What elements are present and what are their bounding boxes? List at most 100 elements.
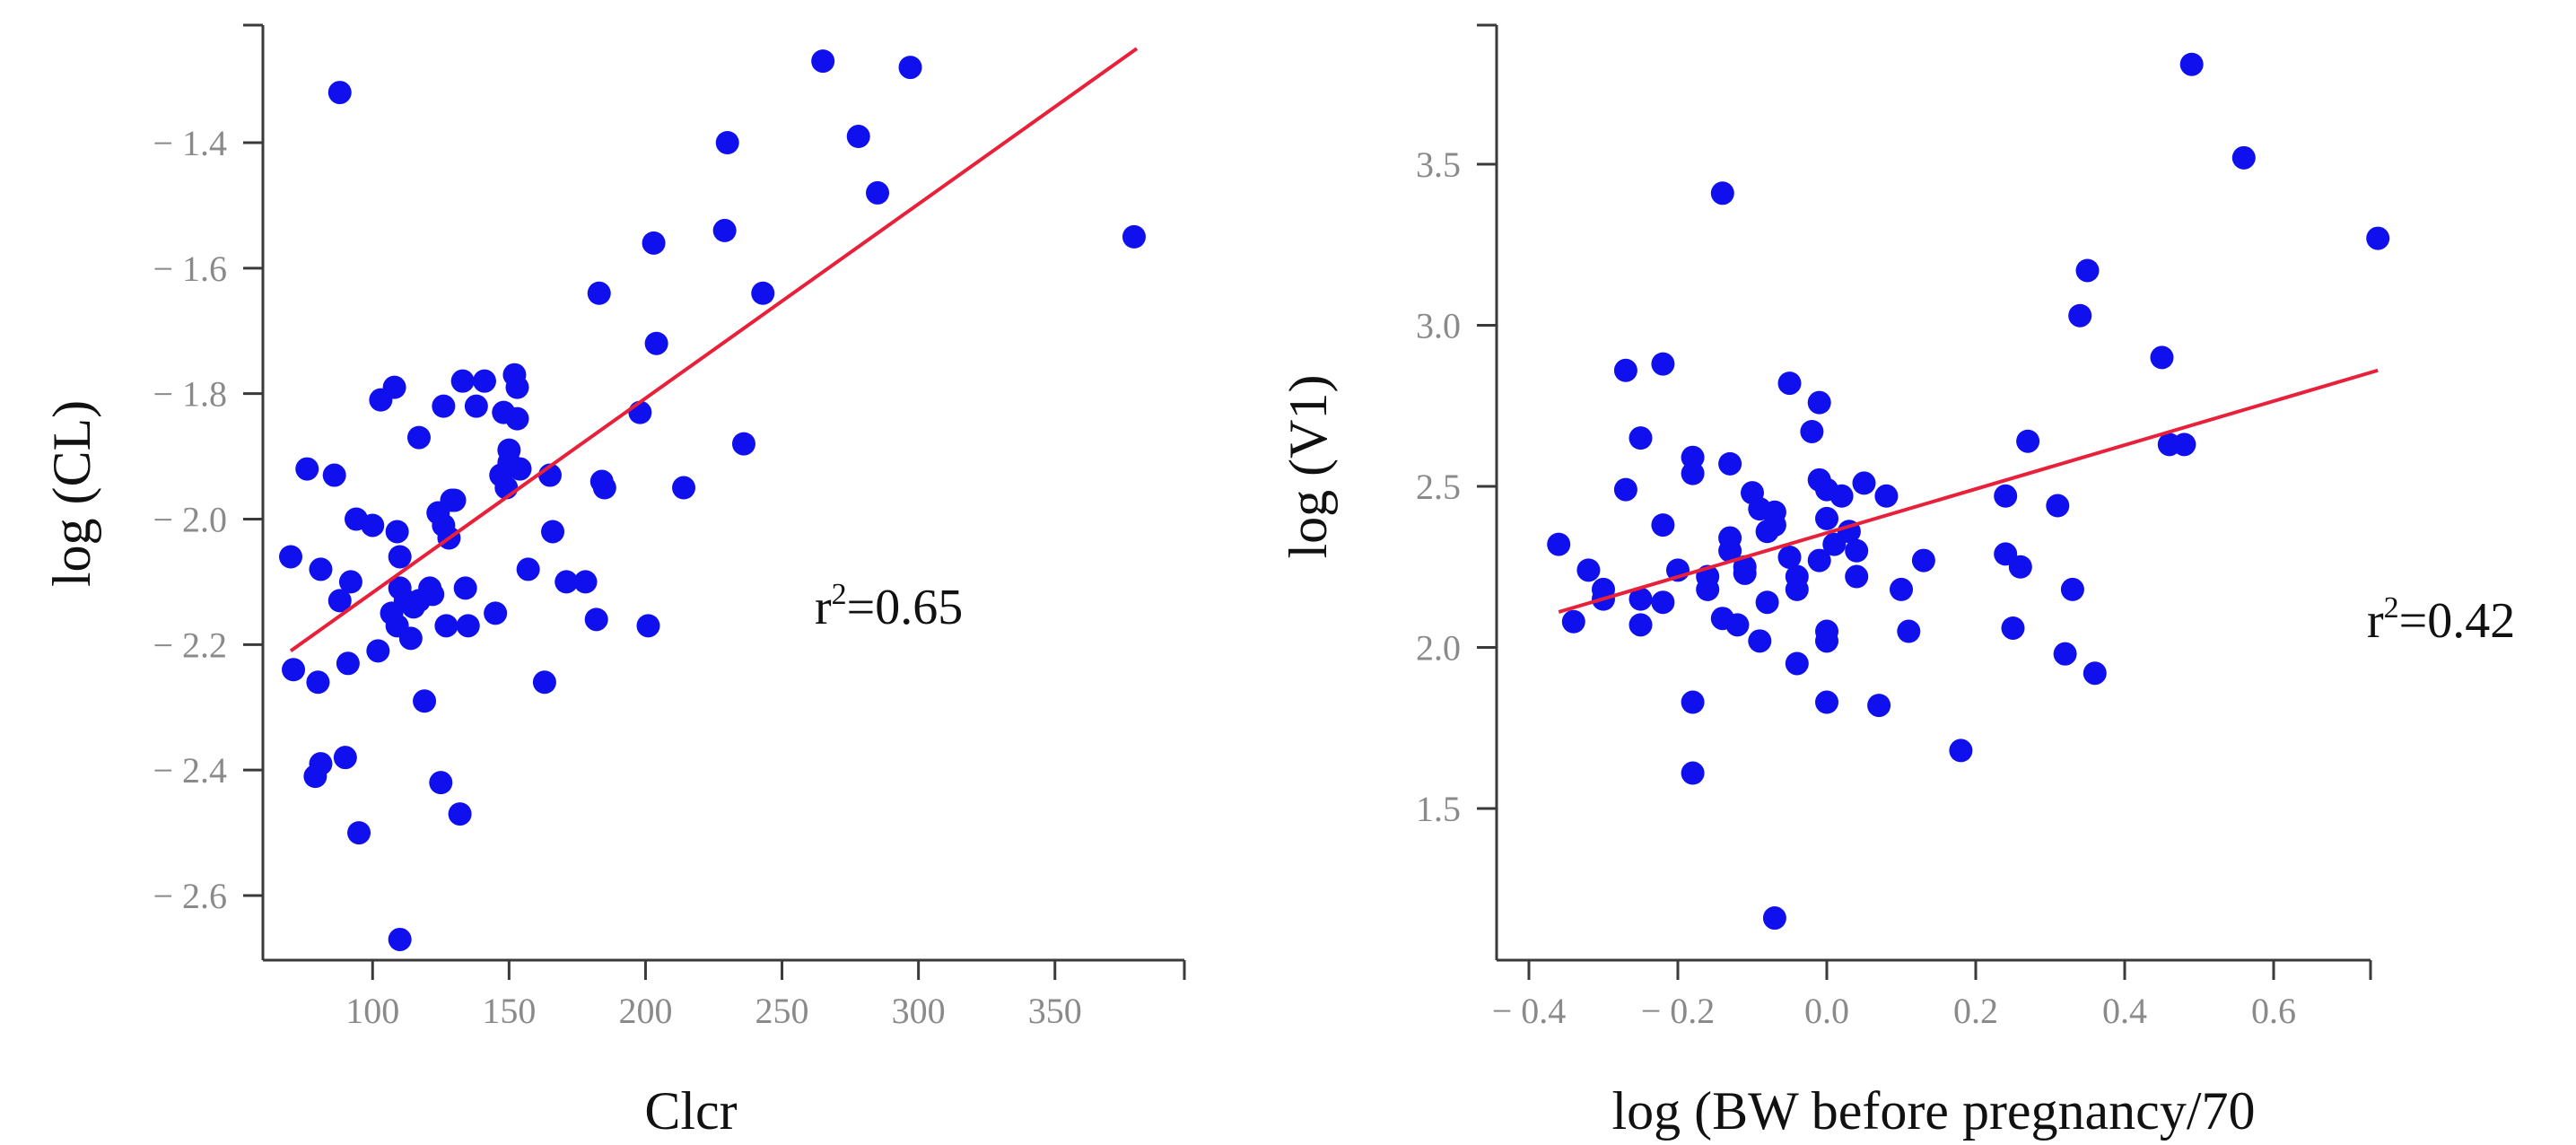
right-data-point (1852, 471, 1876, 495)
left-data-point (751, 281, 775, 305)
left-x-tick-label: 100 (345, 991, 399, 1031)
right-y-tick-label: 2.5 (1416, 467, 1461, 507)
right-y-tick-label: 1.5 (1416, 789, 1461, 829)
left-data-point (429, 771, 453, 795)
left-data-point (456, 614, 480, 638)
left-data-point (448, 802, 472, 826)
right-data-point (1629, 426, 1653, 450)
right-data-point (1800, 419, 1824, 443)
left-data-point (306, 670, 330, 695)
right-data-point (1949, 739, 1973, 763)
left-data-point (413, 689, 437, 713)
left-data-point (541, 520, 565, 544)
right-data-point (1576, 558, 1601, 582)
left-y-tick-label: − 2.6 (153, 876, 227, 916)
right-data-point (1845, 564, 1869, 589)
left-data-point (532, 670, 556, 695)
left-data-point (450, 369, 475, 393)
right-data-point (1629, 613, 1653, 637)
right-data-point (2016, 429, 2040, 453)
left-y-tick-label: − 2.4 (153, 750, 227, 791)
right-data-point (1651, 590, 1675, 615)
right-data-point (1547, 532, 1571, 556)
right-data-point (1762, 906, 1786, 931)
right-data-point (1762, 513, 1786, 538)
left-data-point (309, 557, 333, 581)
right-data-point (1994, 484, 2018, 508)
left-x-tick-label: 350 (1028, 991, 1082, 1031)
left-data-point (295, 457, 319, 481)
right-data-point (1725, 613, 1750, 637)
right-data-point (2053, 642, 2077, 666)
left-data-point (388, 927, 412, 951)
left-x-tick-label: 300 (892, 991, 946, 1031)
left-data-point (672, 476, 696, 500)
left-y-tick-label: − 2.0 (153, 500, 227, 540)
right-data-point (2001, 616, 2025, 640)
left-data-point (715, 131, 739, 154)
right-x-tick-label: 0.2 (1953, 991, 1998, 1031)
right-data-point (2008, 555, 2032, 579)
left-data-point (432, 394, 456, 418)
left-data-point (636, 614, 660, 638)
right-y-axis-title: log (V1) (1279, 375, 1338, 559)
left-data-point (1122, 224, 1146, 249)
left-data-point (464, 394, 488, 418)
left-x-tick-label: 200 (618, 991, 672, 1031)
left-x-tick-label: 250 (755, 991, 809, 1031)
right-data-point (1681, 445, 1705, 469)
right-x-tick-label: 0.0 (1804, 991, 1849, 1031)
left-data-point (497, 438, 521, 462)
right-data-point (1807, 548, 1831, 572)
left-data-point (388, 545, 412, 569)
right-data-point (1748, 629, 1772, 653)
right-data-point (1710, 181, 1734, 205)
right-data-point (2231, 145, 2256, 170)
left-data-point (327, 589, 352, 613)
left-data-point (573, 570, 598, 594)
right-r-squared-annotation: r2=0.42 (2367, 591, 2515, 649)
right-data-point (1681, 690, 1705, 714)
right-data-point (2172, 433, 2196, 457)
right-x-tick-label: − 0.2 (1641, 991, 1716, 1031)
left-data-point (336, 651, 360, 676)
left-data-point (327, 81, 352, 105)
right-data-point (2150, 345, 2174, 370)
left-data-point (866, 180, 890, 205)
right-data-point (1807, 390, 1831, 415)
right-data-point (1815, 506, 1838, 530)
right-data-point (1561, 609, 1585, 634)
left-r-squared-annotation: r2=0.65 (815, 578, 963, 635)
left-data-point (322, 463, 346, 487)
left-data-point (505, 375, 529, 399)
left-data-point (398, 626, 423, 651)
left-data-point (472, 369, 496, 393)
left-data-point (361, 513, 385, 538)
right-data-point (1785, 651, 1809, 676)
left-data-point (442, 488, 467, 512)
right-data-point (1718, 538, 1742, 563)
right-x-tick-label: − 0.4 (1492, 991, 1567, 1031)
right-data-point (2075, 258, 2100, 283)
right-data-point (1613, 477, 1637, 502)
left-data-point (508, 457, 532, 481)
right-data-point (2083, 661, 2107, 686)
left-data-point (587, 281, 611, 305)
right-data-point (1777, 545, 1802, 569)
right-data-point (1696, 577, 1720, 601)
left-data-point (385, 520, 409, 544)
left-data-point (406, 425, 431, 450)
right-x-tick-label: 0.6 (2251, 991, 2296, 1031)
right-data-point (2046, 494, 2070, 518)
left-data-point (642, 231, 666, 255)
right-data-point (2179, 52, 2204, 76)
right-data-point (1890, 577, 1913, 601)
left-data-point (484, 601, 508, 625)
right-data-point (1897, 619, 1921, 643)
left-data-point (554, 570, 579, 594)
right-y-tick-label: 3.0 (1416, 306, 1461, 346)
left-data-point (434, 614, 458, 638)
left-data-point (811, 49, 835, 74)
left-data-point (421, 582, 445, 607)
